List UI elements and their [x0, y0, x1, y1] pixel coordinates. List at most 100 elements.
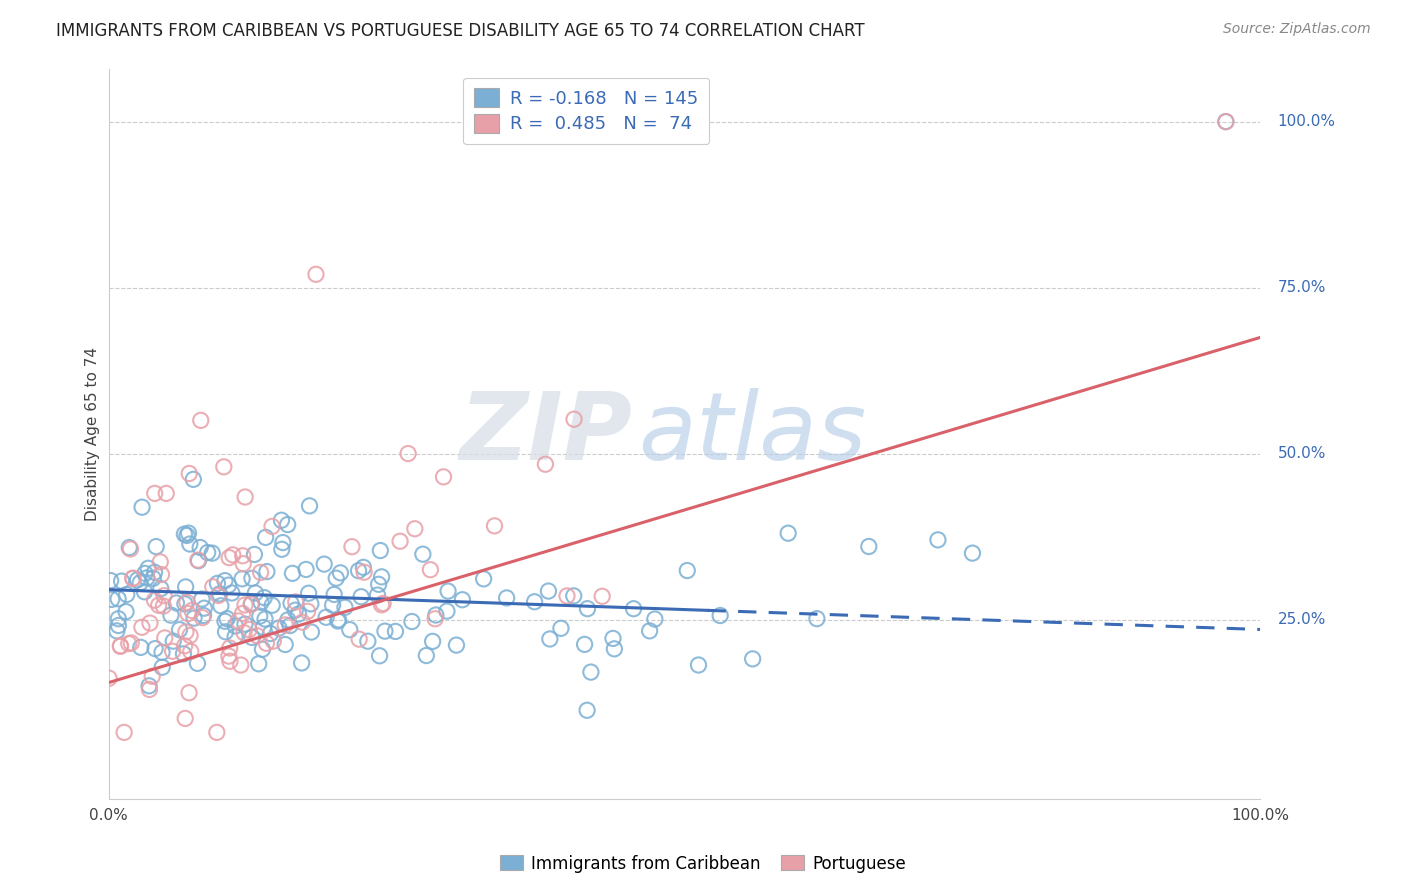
Point	[240, 571, 263, 585]
Point	[741, 652, 763, 666]
Point	[221, 586, 243, 600]
Point	[778, 526, 800, 541]
Point	[249, 609, 271, 624]
Text: 25.0%: 25.0%	[1278, 612, 1326, 627]
Point	[153, 631, 176, 645]
Point	[254, 530, 277, 544]
Point	[173, 597, 195, 611]
Point	[183, 611, 205, 625]
Point	[141, 669, 163, 683]
Text: Source: ZipAtlas.com: Source: ZipAtlas.com	[1223, 22, 1371, 37]
Point	[254, 636, 277, 650]
Point	[422, 634, 444, 648]
Point	[384, 624, 406, 639]
Point	[284, 603, 307, 617]
Point	[143, 593, 166, 607]
Point	[436, 604, 458, 618]
Point	[249, 566, 271, 580]
Point	[162, 644, 184, 658]
Point	[688, 658, 710, 673]
Point	[425, 607, 447, 622]
Point	[214, 624, 236, 639]
Text: IMMIGRANTS FROM CARIBBEAN VS PORTUGUESE DISABILITY AGE 65 TO 74 CORRELATION CHAR: IMMIGRANTS FROM CARIBBEAN VS PORTUGUESE …	[56, 22, 865, 40]
Point	[347, 564, 370, 578]
Point	[1215, 114, 1237, 128]
Text: 100.0%: 100.0%	[1278, 114, 1336, 129]
Point	[176, 595, 198, 609]
Point	[243, 548, 266, 562]
Point	[267, 621, 290, 635]
Point	[174, 711, 197, 725]
Point	[484, 519, 506, 533]
Point	[177, 607, 200, 621]
Point	[177, 686, 200, 700]
Point	[295, 562, 318, 576]
Point	[208, 587, 231, 601]
Point	[172, 647, 194, 661]
Point	[432, 470, 454, 484]
Point	[370, 570, 392, 584]
Point	[187, 553, 209, 567]
Text: ZIP: ZIP	[460, 388, 633, 480]
Point	[389, 534, 412, 549]
Point	[412, 547, 434, 561]
Point	[326, 614, 349, 628]
Point	[328, 613, 350, 627]
Point	[299, 625, 322, 640]
Legend: R = -0.168   N = 145, R =  0.485   N =  74: R = -0.168 N = 145, R = 0.485 N = 74	[463, 78, 709, 145]
Point	[446, 638, 468, 652]
Point	[218, 649, 240, 664]
Point	[191, 592, 214, 607]
Point	[238, 623, 260, 637]
Point	[591, 589, 613, 603]
Point	[217, 612, 239, 626]
Point	[329, 566, 352, 580]
Point	[138, 679, 160, 693]
Point	[495, 591, 517, 605]
Point	[233, 625, 256, 640]
Point	[247, 657, 270, 671]
Point	[259, 626, 281, 640]
Point	[129, 640, 152, 655]
Point	[374, 624, 396, 639]
Point	[174, 624, 197, 639]
Point	[367, 577, 389, 591]
Point	[131, 620, 153, 634]
Point	[110, 639, 132, 653]
Point	[370, 543, 392, 558]
Point	[150, 645, 173, 659]
Point	[366, 588, 388, 602]
Point	[253, 591, 276, 605]
Point	[297, 586, 319, 600]
Point	[150, 567, 173, 582]
Point	[143, 641, 166, 656]
Point	[350, 590, 373, 604]
Point	[122, 571, 145, 585]
Point	[287, 607, 309, 621]
Point	[538, 632, 561, 646]
Point	[240, 631, 263, 645]
Point	[297, 604, 319, 618]
Point	[107, 612, 129, 626]
Point	[1215, 114, 1237, 128]
Point	[322, 598, 344, 612]
Point	[370, 598, 392, 612]
Point	[165, 596, 187, 610]
Point	[262, 634, 284, 648]
Point	[205, 725, 228, 739]
Point	[191, 610, 214, 624]
Point	[149, 555, 172, 569]
Point	[188, 541, 211, 555]
Point	[270, 513, 292, 527]
Point	[404, 522, 426, 536]
Point	[100, 574, 122, 588]
Point	[190, 413, 212, 427]
Point	[281, 566, 304, 581]
Point	[134, 566, 156, 581]
Point	[231, 572, 253, 586]
Point	[256, 565, 278, 579]
Point	[201, 580, 224, 594]
Point	[218, 578, 240, 592]
Point	[118, 637, 141, 651]
Point	[562, 412, 585, 426]
